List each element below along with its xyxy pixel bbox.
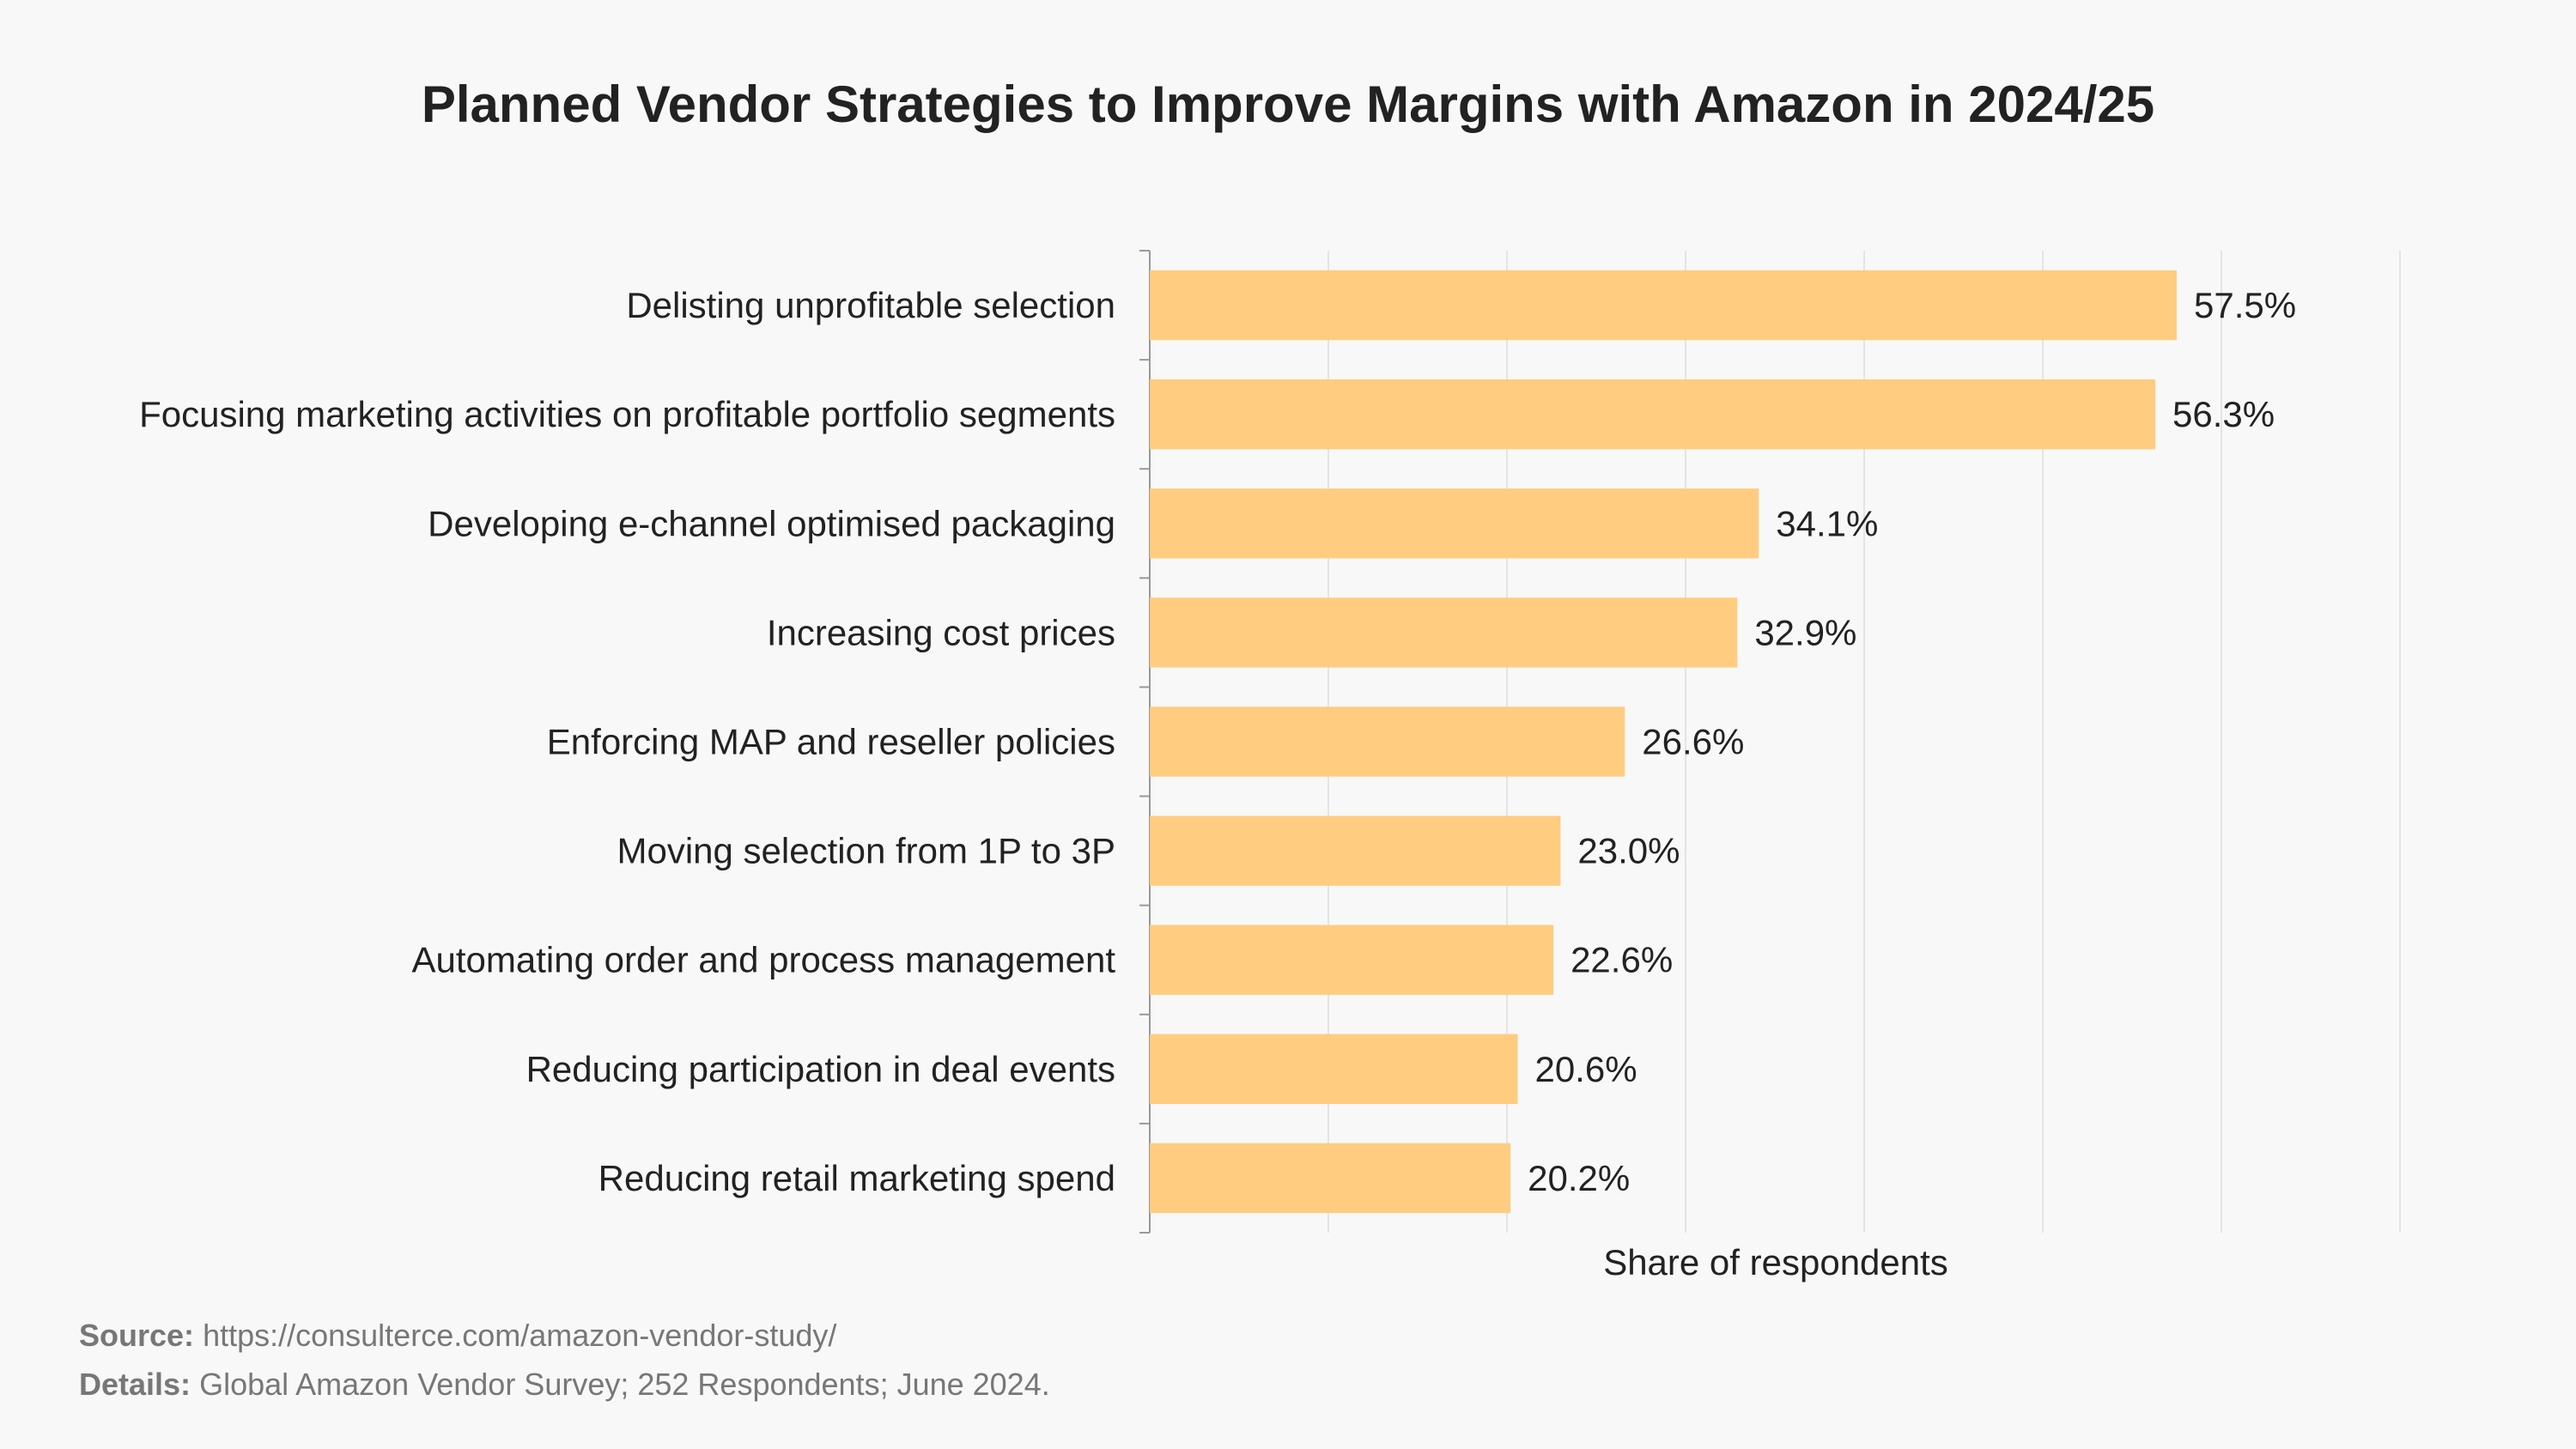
category-labels: Delisting unprofitable selection Focusing…: [139, 285, 1115, 1198]
details-label: Details:: [79, 1367, 191, 1402]
category-label: Automating order and process management: [412, 940, 1116, 980]
x-axis-label: Share of respondents: [1603, 1242, 1948, 1282]
details-line: Details: Global Amazon Vendor Survey; 25…: [79, 1367, 1050, 1403]
value-labels: 57.5% 56.3% 34.1% 32.9% 26.6% 23.0% 22.6% 20.6%…: [1528, 285, 2296, 1198]
source-text: https://consulterce.com/amazon-vendor-st…: [203, 1318, 837, 1353]
bar: [1150, 1034, 1518, 1105]
y-axis: [1139, 250, 1151, 1234]
category-label: Focusing marketing activities on profita…: [139, 394, 1115, 434]
category-label: Reducing retail marketing spend: [598, 1158, 1115, 1198]
category-label: Enforcing MAP and reseller policies: [547, 722, 1115, 762]
details-text: Global Amazon Vendor Survey; 252 Respond…: [199, 1367, 1050, 1402]
value-label: 22.6%: [1571, 940, 1673, 980]
category-label: Developing e-channel optimised packaging: [428, 503, 1115, 543]
category-label: Delisting unprofitable selection: [626, 285, 1115, 325]
bar: [1150, 379, 2156, 450]
category-label: Reducing participation in deal events: [526, 1049, 1115, 1089]
bar: [1150, 597, 1738, 668]
value-label: 20.2%: [1528, 1158, 1630, 1198]
source-label: Source:: [79, 1318, 195, 1353]
bar: [1150, 1143, 1511, 1214]
bar: [1150, 815, 1561, 886]
value-label: 57.5%: [2194, 285, 2296, 325]
chart-title: Planned Vendor Strategies to Improve Mar…: [422, 76, 2154, 133]
source-line: Source: https://consulterce.com/amazon-v…: [79, 1318, 836, 1354]
bar: [1150, 925, 1554, 995]
value-label: 32.9%: [1754, 612, 1856, 652]
value-label: 26.6%: [1642, 722, 1744, 762]
value-label: 34.1%: [1776, 503, 1878, 543]
bar: [1150, 488, 1759, 559]
value-label: 20.6%: [1534, 1049, 1637, 1089]
bar: [1150, 706, 1625, 777]
bar: [1150, 270, 2177, 341]
category-label: Moving selection from 1P to 3P: [617, 831, 1115, 871]
category-label: Increasing cost prices: [767, 612, 1115, 652]
bars: [1150, 270, 2177, 1214]
value-label: 23.0%: [1577, 831, 1680, 871]
value-label: 56.3%: [2172, 394, 2275, 434]
